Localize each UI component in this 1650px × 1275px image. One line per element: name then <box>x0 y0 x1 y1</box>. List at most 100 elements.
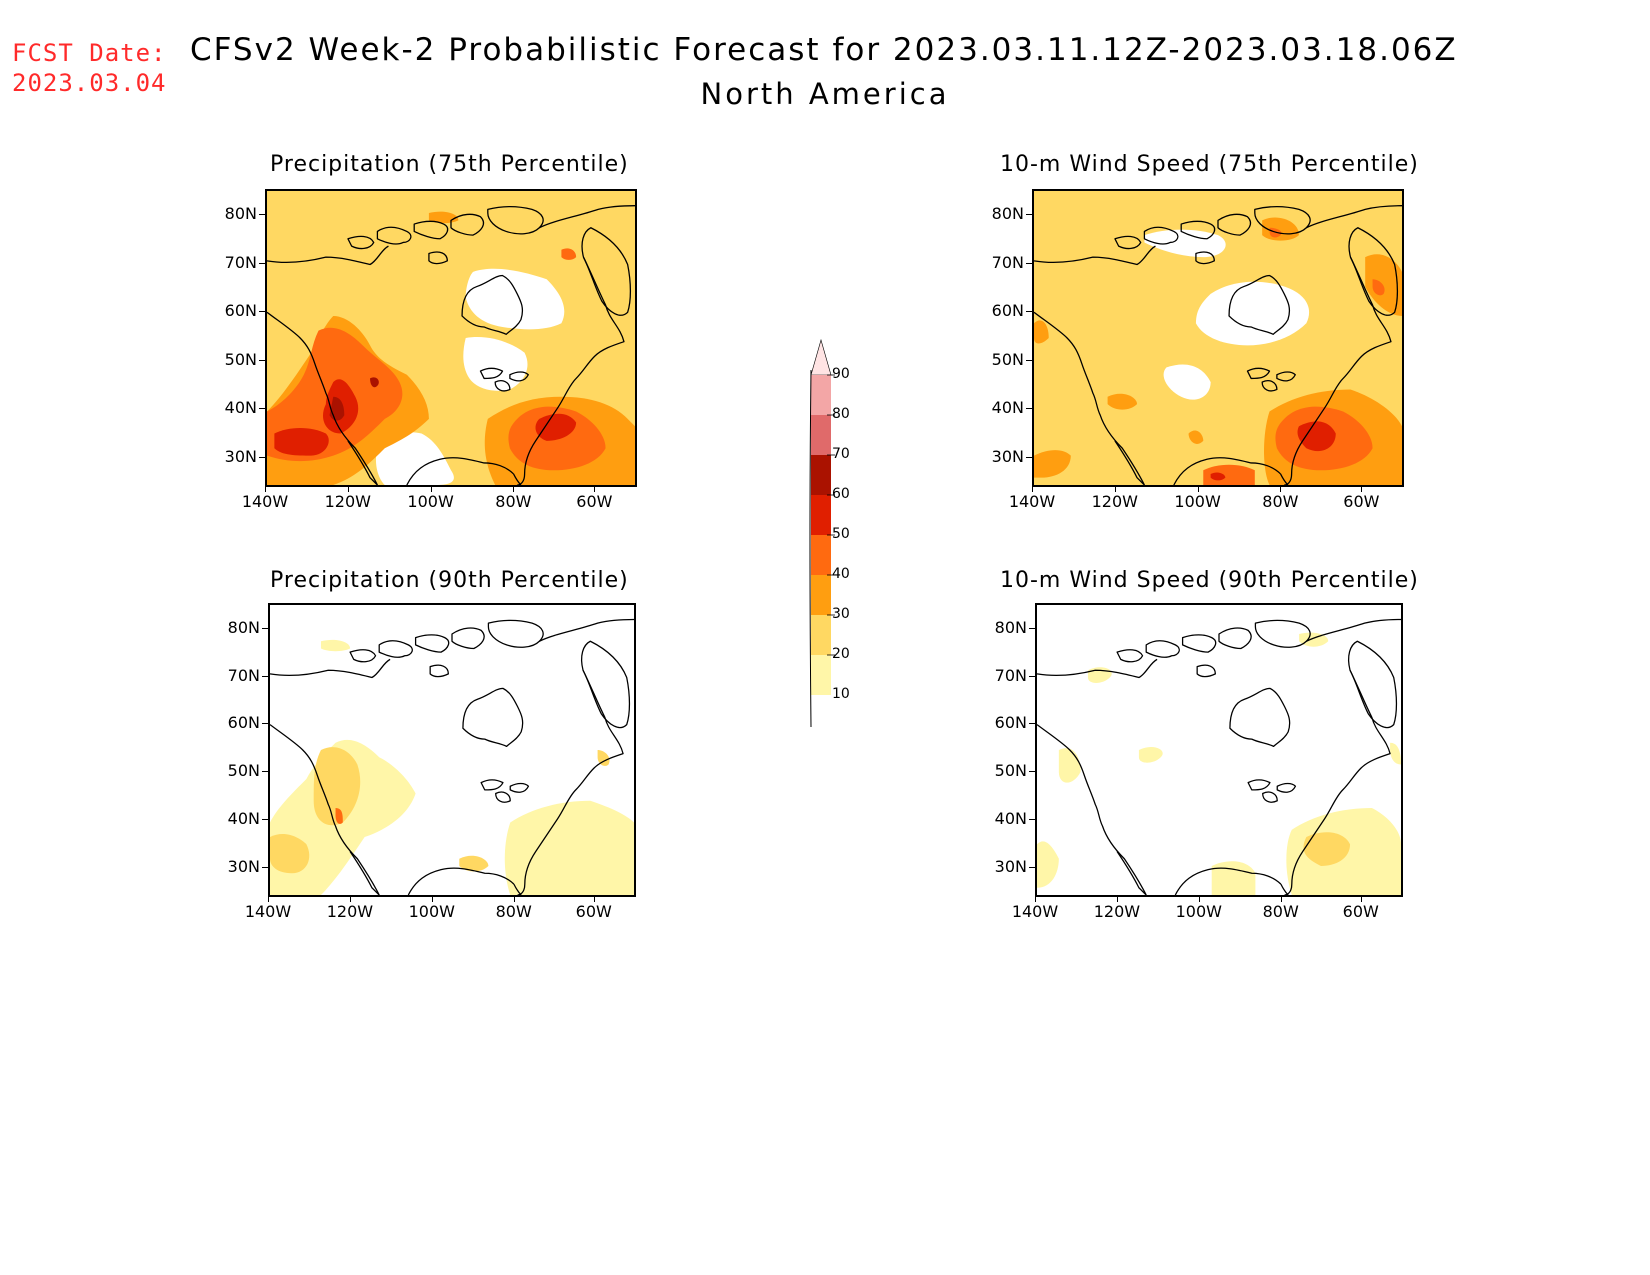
lon-tick <box>265 486 266 492</box>
legend-level-label: 30 <box>832 606 850 622</box>
panel-title-precip90: Precipitation (90th Percentile) <box>270 568 629 593</box>
lat-tick <box>262 627 268 629</box>
lon-tick <box>513 896 515 902</box>
area-30pct <box>1107 393 1138 410</box>
lon-tick-label: 100W <box>1175 902 1222 921</box>
coastline <box>1037 618 1401 895</box>
legend-level-label: 10 <box>832 686 850 702</box>
lat-tick-label: 50N <box>227 761 260 781</box>
lat-tick <box>1026 311 1032 312</box>
lat-tick-label: 30N <box>224 446 257 466</box>
fcst-date-value: 2023.03.04 <box>12 69 167 97</box>
legend-bottom-tip <box>811 695 831 727</box>
lat-tick-label: 30N <box>994 856 1027 876</box>
lon-tick <box>430 486 432 492</box>
area-20pct <box>270 833 310 874</box>
no-signal-area <box>463 337 528 391</box>
lat-tick-label: 40N <box>224 398 257 418</box>
lat-tick-label: 30N <box>991 446 1024 466</box>
area-10pct <box>320 639 351 652</box>
lat-tick-label: 80N <box>991 203 1024 223</box>
lat-tick <box>262 723 268 725</box>
lon-tick <box>431 896 433 902</box>
panel-title-wind90: 10-m Wind Speed (90th Percentile) <box>1000 568 1419 593</box>
lat-tick <box>259 408 265 410</box>
lon-tick <box>1114 486 1116 492</box>
lat-tick-label: 80N <box>224 203 257 223</box>
legend-level-label: 60 <box>832 486 850 502</box>
lon-tick-label: 60W <box>575 902 612 921</box>
area-50pct <box>1297 421 1336 452</box>
lat-tick <box>1029 771 1035 773</box>
lon-tick-label: 140W <box>1008 492 1056 511</box>
lat-tick <box>259 262 265 264</box>
legend-swatch <box>811 655 831 695</box>
legend-swatch <box>811 415 831 455</box>
lat-tick-label: 50N <box>994 761 1027 781</box>
lat-tick <box>259 311 265 312</box>
lon-tick <box>593 896 595 902</box>
lat-tick-label: 80N <box>994 617 1027 637</box>
lon-tick <box>347 486 349 492</box>
lon-tick <box>268 896 269 902</box>
area-30pct <box>1365 254 1402 316</box>
page-title: CFSv2 Week-2 Probabilistic Forecast for … <box>190 32 1458 68</box>
lat-tick-label: 70N <box>994 665 1027 685</box>
area-20pct <box>313 747 361 826</box>
lon-tick <box>1035 896 1036 902</box>
lon-tick <box>1361 486 1363 492</box>
area-10pct <box>504 800 634 895</box>
lat-tick-label: 70N <box>227 665 260 685</box>
map-precip90 <box>268 603 636 897</box>
area-40pct <box>1372 279 1385 296</box>
lon-tick <box>1032 486 1033 492</box>
lat-tick <box>262 675 268 677</box>
lon-tick <box>1197 486 1199 492</box>
lon-tick-label: 80W <box>495 902 532 921</box>
legend-swatch <box>811 455 831 495</box>
lon-tick-label: 140W <box>1011 902 1059 921</box>
fcst-date-label: FCST Date: <box>12 39 167 67</box>
area-50pct <box>1210 472 1226 481</box>
lat-tick <box>1029 675 1035 677</box>
lat-tick <box>1026 262 1032 264</box>
lon-tick <box>1280 896 1282 902</box>
area-40pct <box>335 808 343 824</box>
area-50pct <box>535 413 577 441</box>
lon-tick-label: 80W <box>495 492 532 511</box>
lat-tick <box>262 866 268 868</box>
lat-tick-label: 50N <box>991 349 1024 369</box>
lat-tick-label: 70N <box>991 252 1024 272</box>
legend-level-label: 40 <box>832 566 850 582</box>
lat-tick <box>1029 723 1035 725</box>
area-50pct <box>274 428 329 456</box>
lat-tick <box>1029 866 1035 868</box>
area-10pct <box>1390 742 1401 765</box>
lon-tick <box>1116 896 1118 902</box>
lat-tick <box>1026 359 1032 361</box>
area-30pct <box>1188 430 1204 444</box>
area-10pct <box>1037 841 1059 888</box>
lon-tick <box>1360 896 1362 902</box>
lat-tick <box>1026 408 1032 410</box>
area-60pct <box>370 377 379 388</box>
lon-tick-label: 80W <box>1262 492 1299 511</box>
lat-tick-label: 80N <box>227 617 260 637</box>
map-wind90 <box>1035 603 1403 897</box>
lon-tick-label: 120W <box>324 492 371 511</box>
lon-tick-label: 60W <box>1343 492 1380 511</box>
lon-tick <box>1280 486 1282 492</box>
legend-level-label: 90 <box>832 366 850 382</box>
lat-tick <box>1026 456 1032 458</box>
lat-tick <box>259 456 265 458</box>
area-20pct <box>1303 832 1351 866</box>
lon-tick <box>1198 896 1200 902</box>
lat-tick-label: 30N <box>227 856 260 876</box>
legend-outline <box>809 369 812 728</box>
lat-tick <box>262 771 268 773</box>
legend-level-label: 70 <box>832 446 850 462</box>
coastline <box>270 618 634 895</box>
legend-level-label: 80 <box>832 406 850 422</box>
coastline <box>267 205 635 485</box>
lat-tick-label: 50N <box>224 349 257 369</box>
